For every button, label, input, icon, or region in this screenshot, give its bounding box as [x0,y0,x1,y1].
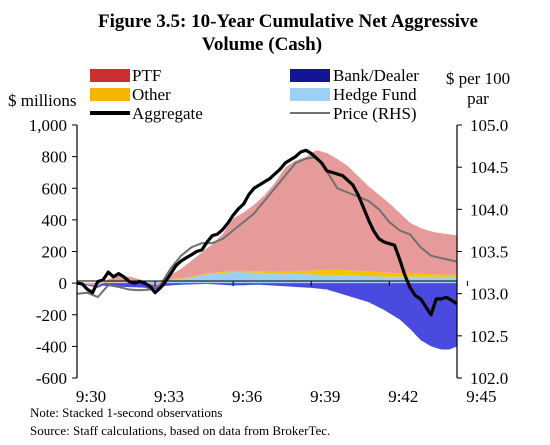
right-tick-label: 104.0 [470,200,508,219]
right-tick-label: 103.5 [470,243,508,262]
right-axis-label-line1: $ per 100 [446,69,510,88]
other-area [77,269,457,284]
x-tick-label: 9:45 [466,387,496,406]
right-tick-label: 105.0 [470,116,508,135]
right-y-ticks: 105.0 104.5 104.0 103.5 103.0 102.5 102.0 [457,116,508,388]
legend-ptf-swatch [90,69,130,82]
left-tick-label: 800 [42,148,68,167]
right-tick-label: 102.5 [470,327,508,346]
legend: PTF Bank/Dealer Other Hedge Fund Aggrega… [90,66,419,123]
left-tick-label: -400 [36,337,67,356]
legend-hedge-fund-label: Hedge Fund [333,85,417,104]
left-tick-label: -600 [36,369,67,388]
legend-ptf-label: PTF [132,66,161,85]
legend-bank-dealer-label: Bank/Dealer [333,66,419,85]
chart-title-line2: Volume (Cash) [202,34,322,55]
legend-other-label: Other [132,85,171,104]
right-tick-label: 104.5 [470,158,508,177]
x-tick-label: 9:42 [388,387,418,406]
chart-title-line1: Figure 3.5: 10-Year Cumulative Net Aggre… [98,11,478,32]
x-tick-label: 9:33 [154,387,184,406]
legend-bank-dealer-swatch [290,69,330,82]
source-text: Source: Staff calculations, based on dat… [30,423,330,438]
left-tick-label: 400 [42,211,68,230]
ptf-area [77,150,457,284]
x-ticks: 9:30 9:33 9:36 9:39 9:42 9:45 [76,281,497,406]
right-tick-label: 103.0 [470,285,508,304]
left-axis-label: $ millions [8,91,76,110]
legend-other-swatch [90,88,130,101]
legend-price-label: Price (RHS) [333,104,417,123]
x-tick-label: 9:39 [310,387,340,406]
note-text: Note: Stacked 1-second observations [30,405,222,420]
right-axis-label-line2: par [467,89,489,108]
x-tick-label: 9:36 [232,387,262,406]
price-line [76,155,458,299]
legend-aggregate-label: Aggregate [132,104,203,123]
left-tick-label: 200 [42,243,68,262]
left-y-ticks: 1,000 800 600 400 200 0 -200 -400 -600 [29,116,77,388]
left-tick-label: 600 [42,179,68,198]
right-tick-label: 102.0 [470,369,508,388]
x-tick-label: 9:30 [76,387,106,406]
bank-dealer-area [77,283,457,350]
left-tick-label: -200 [36,306,67,325]
left-tick-label: 0 [59,274,68,293]
plot-area [76,148,458,350]
left-tick-label: 1,000 [29,116,67,135]
hedge-fund-area [77,272,457,284]
ptf-negative-area [77,283,457,287]
aggregate-line [76,148,458,317]
legend-hedge-fund-swatch [290,88,330,101]
